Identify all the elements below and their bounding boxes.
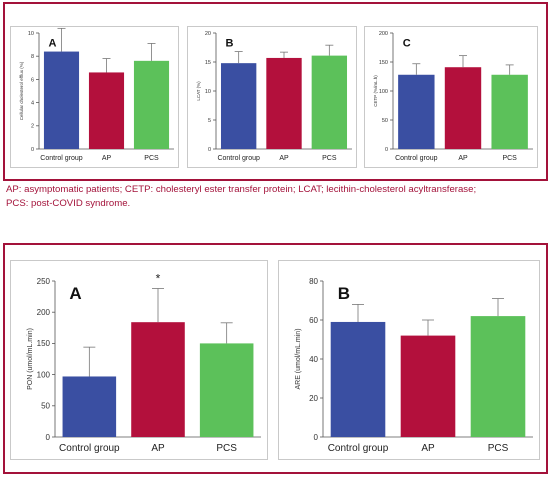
chart-pon: 0 50 100 150 200 250 PON (umol/mL.min) A Control… (10, 260, 268, 460)
bar (266, 57, 302, 149)
y-tick-label: 150 (37, 339, 51, 348)
x-tick-label: AP (421, 443, 435, 454)
chart-are: 0 20 40 60 80 ARE (umol/mL.min) B Control group… (278, 260, 540, 460)
x-tick-label: AP (151, 443, 165, 454)
figure-1-caption: AP: asymptomatic patients; CETP: cholest… (6, 183, 551, 211)
y-axis-label: ARE (umol/mL.min) (295, 328, 302, 389)
panel-label: A (48, 38, 56, 50)
x-tick-label: Control group (217, 155, 260, 162)
bar (311, 55, 348, 149)
y-tick-label: 150 (379, 60, 388, 66)
panel-label: B (338, 284, 350, 303)
y-tick-label: 100 (37, 370, 51, 379)
y-tick-label: 200 (379, 31, 388, 37)
y-tick-label: 100 (379, 89, 388, 95)
y-axis-label: LCAT (%) (196, 81, 201, 101)
y-tick-label: 15 (205, 60, 211, 66)
y-tick-label: 0 (208, 147, 211, 153)
y-tick-label: 5 (208, 118, 211, 124)
x-tick-label: Control group (328, 443, 389, 454)
chart-svg: 0 2 4 6 8 10 Cellular cholesterol efflux (%) A C… (19, 27, 174, 162)
bar (491, 74, 528, 149)
bar (133, 60, 170, 150)
x-tick-label: AP (102, 155, 112, 162)
significance-marker: * (156, 271, 161, 285)
y-tick-label: 4 (31, 101, 34, 107)
y-tick-label: 2 (31, 124, 34, 130)
chart-lcat: 0 5 10 15 20 LCAT (%) B Control group AP PCS (187, 26, 357, 168)
bar (444, 67, 482, 149)
bar (470, 316, 526, 437)
y-tick-label: 50 (382, 118, 388, 124)
x-tick-label: AP (279, 155, 289, 162)
y-axis-label: Cellular cholesterol efflux (%) (19, 61, 24, 120)
panel-label: A (69, 284, 81, 303)
y-tick-label: 20 (205, 31, 211, 37)
y-tick-label: 0 (314, 433, 319, 442)
bar (220, 63, 257, 149)
chart-svg: 0 50 100 150 200 250 PON (umol/mL.min) A Control… (27, 271, 261, 454)
bar (88, 72, 125, 149)
y-tick-label: 40 (309, 355, 318, 364)
x-tick-label: PCS (144, 155, 159, 162)
x-tick-label: PCS (216, 443, 237, 454)
y-tick-label: 20 (309, 394, 318, 403)
chart-cetp: 0 50 100 150 200 CETP (%/mL.h) C Control group A… (364, 26, 538, 168)
y-tick-label: 50 (41, 402, 50, 411)
bar (400, 335, 456, 437)
chart-efflux: 0 2 4 6 8 10 Cellular cholesterol efflux (%) A C… (10, 26, 179, 168)
y-tick-label: 10 (28, 31, 34, 37)
caption-line: PCS: post-COVID syndrome. (6, 198, 131, 209)
y-tick-label: 60 (309, 316, 318, 325)
y-tick-label: 200 (37, 308, 51, 317)
y-tick-label: 250 (37, 277, 51, 286)
y-axis-label: CETP (%/mL.h) (373, 75, 378, 107)
x-tick-label: AP (458, 155, 468, 162)
y-axis-label: PON (umol/mL.min) (27, 328, 34, 390)
bar (330, 321, 386, 437)
y-tick-label: 0 (385, 147, 388, 153)
bar (199, 343, 254, 437)
caption-line: AP: asymptomatic patients; CETP: cholest… (6, 184, 477, 195)
x-tick-label: PCS (502, 155, 517, 162)
bar (43, 51, 80, 149)
chart-svg: 0 20 40 60 80 ARE (umol/mL.min) B Control group… (295, 277, 533, 454)
x-tick-label: Control group (395, 155, 438, 162)
panel-label: B (226, 38, 234, 50)
bar (62, 376, 117, 437)
bar (131, 322, 185, 437)
x-tick-label: Control group (59, 443, 120, 454)
bar (398, 74, 435, 149)
y-tick-label: 80 (309, 277, 318, 286)
y-tick-label: 0 (31, 147, 34, 153)
chart-svg: 0 5 10 15 20 LCAT (%) B Control group AP PCS (196, 31, 352, 162)
y-tick-label: 8 (31, 54, 34, 60)
chart-svg: 0 50 100 150 200 CETP (%/mL.h) C Control group A… (373, 31, 533, 162)
x-tick-label: PCS (488, 443, 509, 454)
panel-label: C (403, 38, 411, 50)
x-tick-label: PCS (322, 155, 337, 162)
y-tick-label: 0 (46, 433, 51, 442)
y-tick-label: 10 (205, 89, 211, 95)
y-tick-label: 6 (31, 77, 34, 83)
x-tick-label: Control group (40, 155, 83, 162)
